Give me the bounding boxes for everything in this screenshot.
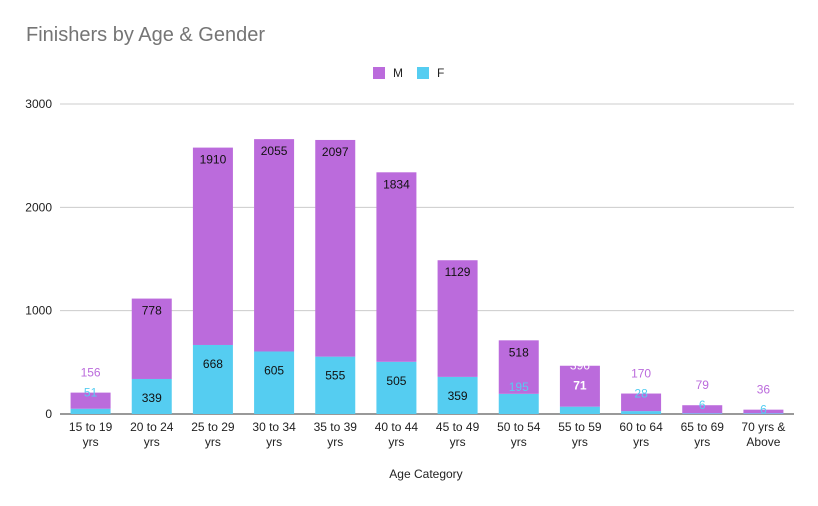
data-label-f: 505 [386, 374, 406, 388]
bar-f [498, 393, 539, 414]
data-label-m: 2055 [261, 144, 288, 158]
bar-f [192, 344, 233, 414]
bar-f [131, 378, 172, 414]
data-label-m: 396 [570, 359, 590, 373]
x-axis-title: Age Category [389, 467, 462, 481]
gridlines [60, 103, 794, 415]
x-tick-label: 70 yrs & [741, 420, 785, 434]
x-tick-label: yrs [144, 435, 160, 449]
x-tick-label: yrs [388, 435, 404, 449]
y-tick-label: 2000 [25, 200, 52, 214]
bar-m [131, 298, 172, 379]
bar-m [559, 365, 600, 407]
data-label-m: 1834 [383, 177, 410, 191]
data-label-f: 555 [325, 369, 345, 383]
bar-m [70, 392, 111, 409]
bar-f [559, 406, 600, 414]
bar-m [437, 260, 478, 377]
data-label-m: 778 [142, 304, 162, 318]
x-tick-label: 45 to 49 [436, 420, 480, 434]
x-tick-label: 50 to 54 [497, 420, 541, 434]
data-label-f: 605 [264, 363, 284, 377]
x-tick-label: yrs [327, 435, 343, 449]
x-tick-label: yrs [205, 435, 221, 449]
data-label-m: 2097 [322, 145, 349, 159]
x-tick-label: 65 to 69 [681, 420, 725, 434]
data-label-m: 36 [757, 383, 771, 397]
data-label-m: 1129 [445, 265, 471, 279]
data-label-f: 28 [634, 387, 648, 401]
bar-m [621, 393, 662, 412]
bar-m [254, 139, 295, 352]
bar-f [682, 413, 723, 414]
x-tick-label: yrs [450, 435, 466, 449]
data-label-f: 51 [84, 386, 98, 400]
x-tick-label: 60 to 64 [619, 420, 663, 434]
y-tick-label: 1000 [25, 304, 52, 318]
data-labels: 156 51 778 339 1910 668 2055 605 2097 555 1834 505 1… [81, 144, 771, 417]
data-label-f: 668 [203, 357, 223, 371]
bar-f [743, 413, 784, 414]
bar-m [682, 405, 723, 414]
x-tick-label: yrs [83, 435, 99, 449]
x-tick-label: Above [746, 435, 780, 449]
x-tick-label: yrs [266, 435, 282, 449]
bar-f [315, 356, 356, 414]
data-label-m: 79 [696, 378, 710, 392]
data-label-m: 518 [509, 345, 529, 359]
bars [70, 139, 784, 414]
data-label-m: 156 [81, 366, 101, 380]
legend-swatch-m [373, 67, 385, 79]
y-tick-label: 3000 [25, 97, 52, 111]
x-tick-label: yrs [511, 435, 527, 449]
data-label-m: 170 [631, 367, 651, 381]
x-tick-label: yrs [694, 435, 710, 449]
bar-m [498, 340, 539, 394]
bar-f [621, 411, 662, 414]
x-tick-label: yrs [633, 435, 649, 449]
bar-f [70, 408, 111, 414]
bar-f [437, 376, 478, 414]
data-label-f: 71 [573, 379, 587, 393]
x-tick-label: yrs [572, 435, 588, 449]
x-tick-label: 30 to 34 [252, 420, 296, 434]
x-tick-label: 40 to 44 [375, 420, 419, 434]
data-label-f: 6 [760, 403, 767, 417]
chart-title: Finishers by Age & Gender [26, 24, 266, 46]
bar-m [743, 409, 784, 414]
bar-m [376, 172, 417, 362]
bar-m [192, 147, 233, 345]
x-tick-label: 55 to 59 [558, 420, 602, 434]
x-tick-label: 35 to 39 [314, 420, 358, 434]
y-tick-label: 0 [45, 407, 52, 421]
legend-swatch-f [417, 67, 429, 79]
legend-label-f: F [437, 66, 444, 80]
bar-f [376, 361, 417, 414]
legend-label-m: M [393, 66, 403, 80]
data-label-f: 195 [509, 380, 529, 394]
data-label-f: 339 [142, 391, 162, 405]
data-label-m: 1910 [200, 153, 227, 167]
y-axis-ticks: 0 1000 2000 3000 [25, 97, 52, 421]
data-label-f: 6 [699, 398, 706, 412]
bar-f [254, 351, 295, 414]
x-tick-label: 20 to 24 [130, 420, 174, 434]
data-label-f: 359 [448, 389, 468, 403]
x-tick-label: 15 to 19 [69, 420, 113, 434]
x-tick-label: 25 to 29 [191, 420, 235, 434]
bar-m [315, 139, 356, 357]
